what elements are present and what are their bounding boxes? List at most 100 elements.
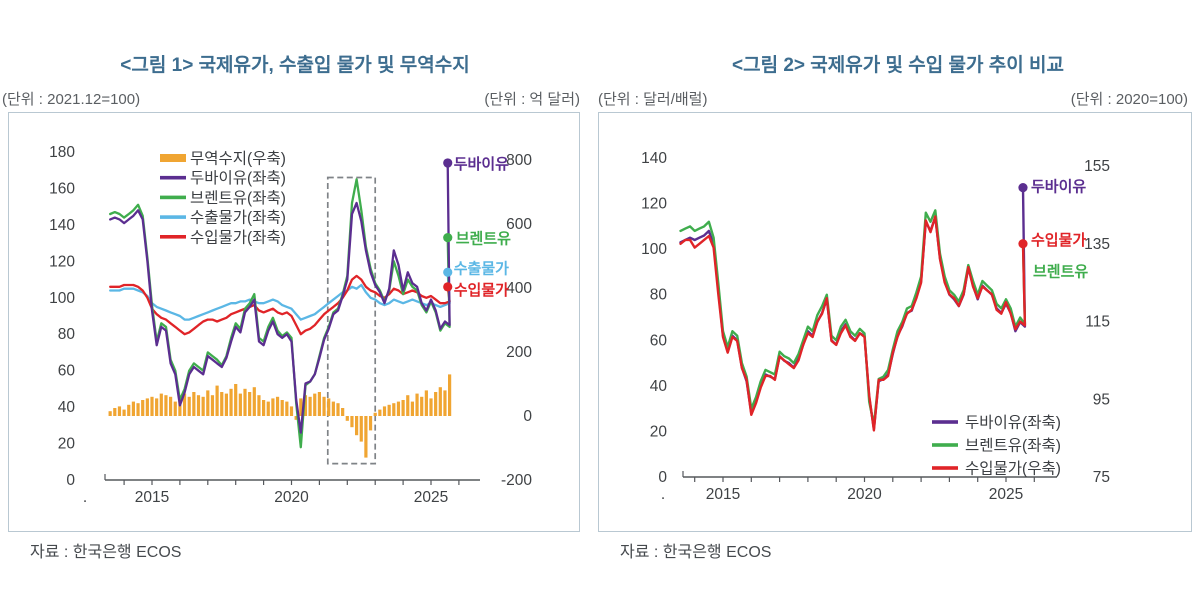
trade-balance-bar bbox=[368, 416, 373, 431]
end-value-annotation: 두바이유 bbox=[454, 155, 509, 173]
trade-balance-bar bbox=[113, 408, 117, 416]
series-line bbox=[109, 161, 451, 434]
trade-balance-bar bbox=[141, 400, 145, 416]
y-right-tick-label: -200 bbox=[501, 472, 532, 489]
trade-balance-bar bbox=[224, 393, 229, 416]
figure-2-unit-left: (단위 : 달러/배럴) bbox=[598, 91, 708, 108]
trade-balance-bar bbox=[350, 416, 354, 428]
end-point-dot bbox=[443, 158, 453, 168]
y-right-tick-label: 600 bbox=[506, 216, 532, 233]
figure-1-title: <그림 1> 국제유가, 수출입 물가 및 무역수지 bbox=[120, 55, 470, 76]
figure-1-source: 자료 : 한국은행 ECOS bbox=[30, 544, 182, 561]
trade-balance-bar bbox=[429, 398, 433, 416]
end-value-annotation: 수출물가 bbox=[454, 260, 509, 277]
end-point-dot bbox=[443, 267, 453, 277]
series-line bbox=[679, 186, 1027, 431]
trade-balance-bar bbox=[187, 396, 191, 416]
trade-balance-bar bbox=[434, 392, 438, 416]
trade-balance-bar bbox=[410, 401, 415, 416]
trade-balance-bar bbox=[289, 406, 294, 416]
end-value-annotation: 브렌트유 bbox=[456, 231, 511, 248]
trade-balance-bar bbox=[206, 390, 210, 416]
y-right-tick-label: 800 bbox=[506, 152, 532, 169]
trade-balance-bar bbox=[303, 395, 308, 416]
trade-balance-bar bbox=[355, 416, 359, 436]
figure-1-unit-right: (단위 : 억 달러) bbox=[484, 91, 580, 108]
trade-balance-bar bbox=[285, 401, 289, 416]
figure-2-chart-box bbox=[598, 112, 1192, 532]
x-tick-label: 2020 bbox=[274, 489, 309, 506]
legend-swatch bbox=[160, 154, 186, 162]
trade-balance-bar bbox=[313, 393, 317, 416]
y-left-tick-label: 120 bbox=[49, 253, 75, 270]
trade-balance-bar bbox=[373, 412, 377, 416]
legend-swatch bbox=[160, 235, 186, 239]
trade-balance-bar bbox=[415, 393, 419, 416]
x-edge-label: . bbox=[83, 489, 87, 506]
trade-balance-bar bbox=[164, 395, 168, 416]
legend-label: 수출물가(좌축) bbox=[190, 209, 286, 227]
trade-balance-bar bbox=[438, 387, 442, 416]
trade-balance-bar bbox=[271, 398, 275, 416]
legend-label: 브렌트유(좌축) bbox=[965, 437, 1061, 455]
y-left-tick-label: 100 bbox=[641, 241, 667, 258]
y-left-tick-label: 180 bbox=[49, 144, 75, 161]
y-left-tick-label: 60 bbox=[650, 332, 668, 349]
y-right-tick-label: 200 bbox=[506, 344, 532, 361]
y-left-tick-label: 120 bbox=[641, 196, 667, 213]
y-right-tick-label: 400 bbox=[506, 280, 532, 297]
figure-2-unit-right: (단위 : 2020=100) bbox=[1070, 91, 1188, 108]
trade-balance-bar bbox=[229, 388, 233, 416]
y-right-tick-label: 0 bbox=[523, 408, 532, 425]
legend-label: 수입물가(우축) bbox=[965, 460, 1061, 478]
trade-balance-bar bbox=[248, 392, 252, 416]
trade-balance-bar bbox=[122, 409, 126, 416]
trade-balance-bar bbox=[280, 400, 284, 416]
trade-balance-bar bbox=[182, 393, 187, 416]
trade-balance-bar bbox=[145, 398, 149, 416]
y-left-tick-label: 40 bbox=[58, 399, 76, 416]
trade-balance-bar bbox=[117, 406, 122, 416]
trade-balance-bar bbox=[234, 384, 238, 416]
trade-balance-bar bbox=[173, 401, 177, 416]
trade-balance-bar bbox=[448, 374, 452, 416]
trade-balance-bar bbox=[317, 392, 322, 416]
trade-balance-bar bbox=[127, 404, 131, 416]
series-line bbox=[679, 215, 1027, 432]
x-tick-label: 2025 bbox=[414, 489, 448, 506]
series-line bbox=[679, 209, 1027, 426]
trade-balance-bar bbox=[420, 396, 424, 416]
trade-balance-bar bbox=[392, 403, 396, 416]
legend-swatch bbox=[932, 443, 958, 447]
trade-balance-bar bbox=[201, 396, 205, 416]
trade-balance-bar bbox=[238, 393, 242, 416]
end-value-annotation: 브렌트유 bbox=[1033, 264, 1088, 281]
trade-balance-bar bbox=[345, 416, 349, 421]
series-line bbox=[109, 271, 451, 321]
trade-balance-bar bbox=[424, 390, 428, 416]
legend-label: 수입물가(좌축) bbox=[190, 228, 286, 246]
series-line bbox=[109, 274, 451, 336]
x-tick-label: 2015 bbox=[135, 489, 169, 506]
legend-label: 브렌트유(좌축) bbox=[190, 189, 286, 207]
end-value-annotation: 수입물가 bbox=[1031, 232, 1086, 249]
end-point-dot bbox=[1018, 239, 1028, 249]
trade-balance-bar bbox=[169, 396, 173, 416]
trade-balance-bar bbox=[159, 393, 163, 416]
figure-1-unit-left: (단위 : 2021.12=100) bbox=[2, 91, 141, 108]
figure-2-title: <그림 2> 국제유가 및 수입 물가 추이 비교 bbox=[732, 55, 1064, 76]
legend-swatch bbox=[160, 195, 186, 200]
y-right-tick-label: 75 bbox=[1093, 469, 1110, 486]
end-value-annotation: 두바이유 bbox=[1031, 178, 1086, 196]
y-left-tick-label: 20 bbox=[58, 436, 76, 453]
end-point-dot bbox=[443, 282, 453, 292]
legend-swatch bbox=[160, 175, 186, 180]
trade-balance-bar bbox=[387, 404, 391, 416]
trade-balance-bar bbox=[192, 392, 196, 416]
trade-balance-bar bbox=[378, 409, 382, 416]
trade-balance-bar bbox=[220, 392, 224, 416]
trade-balance-bar bbox=[262, 400, 266, 416]
figure-2-source: 자료 : 한국은행 ECOS bbox=[620, 544, 772, 561]
trade-balance-bar bbox=[294, 416, 298, 420]
